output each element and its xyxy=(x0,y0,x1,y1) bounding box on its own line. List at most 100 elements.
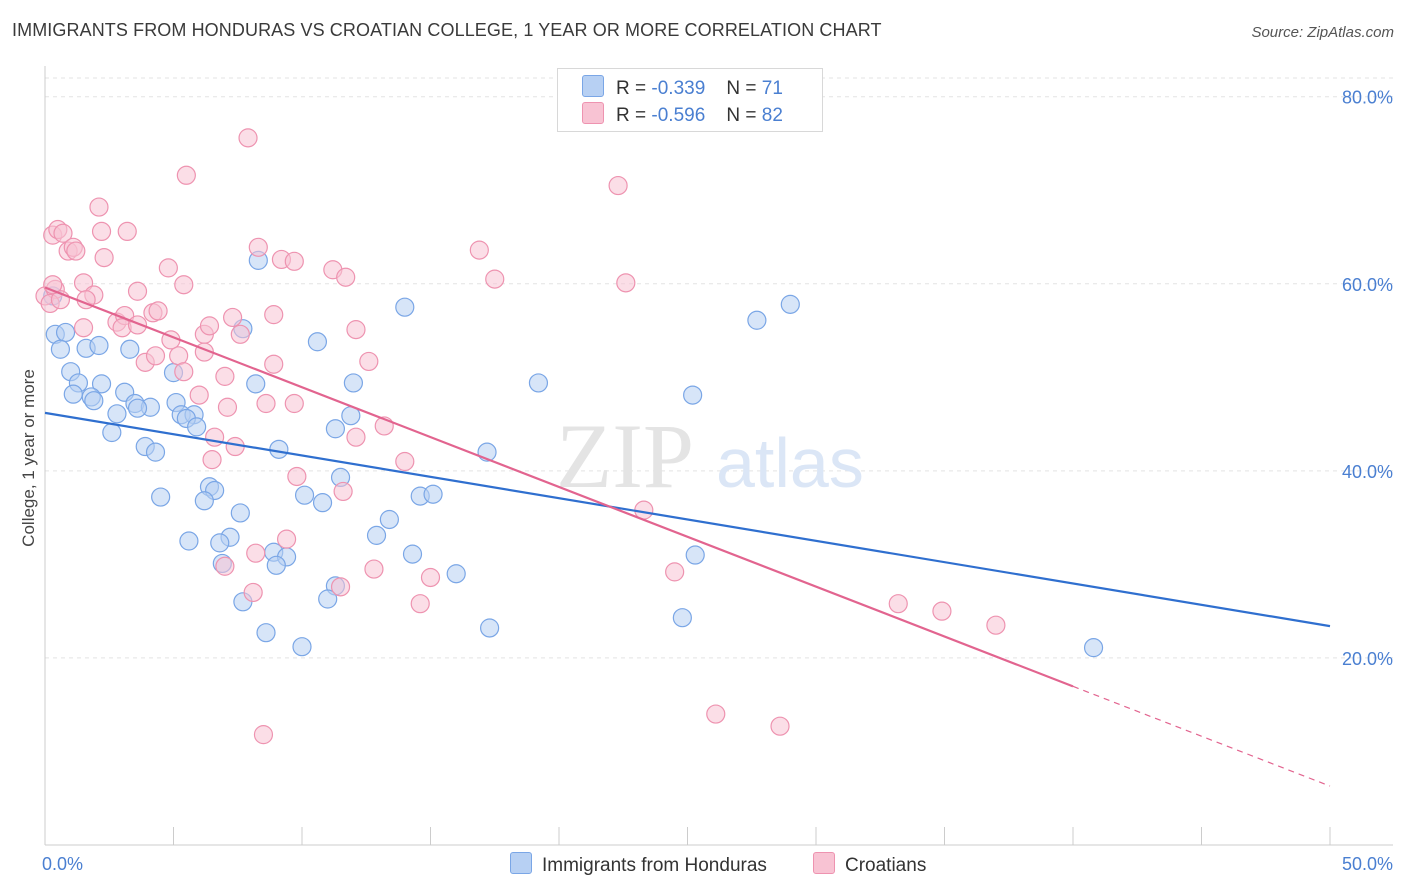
data-point xyxy=(379,509,399,530)
data-point xyxy=(312,493,333,513)
legend-row-croatians: R = -0.596 N = 82 xyxy=(582,102,783,128)
data-point xyxy=(986,615,1006,635)
data-point xyxy=(616,273,636,293)
data-point xyxy=(333,481,353,502)
data-point xyxy=(246,543,266,563)
data-point xyxy=(325,419,346,439)
data-point xyxy=(780,294,800,314)
data-point xyxy=(89,335,109,356)
legend-n-value: 82 xyxy=(761,105,783,126)
data-point xyxy=(151,487,171,507)
data-point xyxy=(199,316,220,336)
data-point xyxy=(346,427,366,447)
gridlines xyxy=(45,77,1393,659)
data-point xyxy=(91,374,112,394)
data-point xyxy=(685,545,705,565)
data-point xyxy=(469,240,489,260)
y-tick-label: 40.0% xyxy=(1342,462,1393,482)
data-point xyxy=(528,373,549,393)
data-point xyxy=(148,301,168,321)
data-point xyxy=(210,533,230,553)
bottom-legend-swatch-croatians xyxy=(813,852,835,874)
data-point xyxy=(683,385,703,405)
data-point xyxy=(264,354,284,374)
data-point xyxy=(294,485,315,505)
data-point xyxy=(127,281,148,301)
data-point xyxy=(215,556,235,576)
legend-swatch-honduras xyxy=(582,75,604,97)
data-point xyxy=(243,582,263,603)
data-point xyxy=(287,466,307,487)
chart-title: IMMIGRANTS FROM HONDURAS VS CROATIAN COL… xyxy=(12,20,882,40)
y-tick-label: 60.0% xyxy=(1342,275,1393,295)
data-point xyxy=(485,269,505,289)
data-point xyxy=(336,267,356,287)
data-point xyxy=(145,346,166,366)
data-point xyxy=(174,362,194,382)
data-point xyxy=(747,310,767,330)
source-label: Source: ZipAtlas.com xyxy=(1251,24,1394,41)
data-point xyxy=(66,241,86,261)
data-point xyxy=(395,451,415,472)
legend-r-value: -0.339 xyxy=(651,78,706,99)
data-point xyxy=(107,404,127,424)
data-point xyxy=(189,385,209,405)
x-tick-label: 0.0% xyxy=(42,854,83,874)
trend-line-croatians-extension xyxy=(1072,685,1331,787)
trend-lines xyxy=(44,286,1331,787)
legend-n-label: N = xyxy=(726,78,757,99)
data-point xyxy=(187,417,207,437)
data-point xyxy=(145,442,166,462)
data-point xyxy=(248,237,268,257)
correlation-legend: R = -0.339 N = 71 R = -0.596 N = 82 xyxy=(557,68,823,132)
bottom-legend-label: Croatians xyxy=(845,855,927,876)
data-point xyxy=(284,393,304,414)
data-point xyxy=(50,339,71,359)
data-point xyxy=(318,589,338,609)
x-tick-label: 50.0% xyxy=(1342,854,1393,874)
data-point xyxy=(205,427,225,447)
data-point xyxy=(770,716,790,736)
data-point xyxy=(410,594,430,614)
data-point xyxy=(215,366,235,386)
data-point xyxy=(194,491,214,511)
data-point xyxy=(63,384,83,404)
data-point xyxy=(446,564,466,584)
data-point xyxy=(84,391,104,411)
data-point xyxy=(402,544,423,564)
data-point xyxy=(246,374,266,394)
axes xyxy=(44,66,1393,846)
data-point xyxy=(89,197,109,217)
legend-n-value: 71 xyxy=(761,78,783,99)
legend-r-label: R = xyxy=(616,78,647,99)
data-point xyxy=(608,175,628,196)
data-point xyxy=(217,397,238,417)
data-point xyxy=(94,247,114,268)
data-point xyxy=(706,704,726,724)
data-point xyxy=(202,450,222,470)
watermark-atlas: atlas xyxy=(716,424,864,502)
data-point xyxy=(307,332,328,352)
watermark-zip: ZIP xyxy=(556,405,694,507)
y-tick-label: 20.0% xyxy=(1342,649,1393,669)
data-point xyxy=(395,297,415,317)
data-point xyxy=(276,529,297,549)
data-point xyxy=(888,594,908,614)
data-point xyxy=(117,221,137,241)
data-point xyxy=(256,623,276,643)
data-point xyxy=(480,618,500,638)
bottom-legend-swatch-honduras xyxy=(510,852,532,874)
data-point xyxy=(127,315,148,335)
bottom-legend-croatians: Croatians xyxy=(813,852,926,877)
y-axis-label: College, 1 year or more xyxy=(19,369,38,547)
data-point xyxy=(665,562,685,582)
data-point xyxy=(73,318,94,338)
legend-r-label: R = xyxy=(616,105,647,126)
data-point xyxy=(269,439,289,459)
data-point xyxy=(266,555,286,575)
bottom-legend-label: Immigrants from Honduras xyxy=(542,855,767,876)
data-point xyxy=(284,251,304,271)
data-point xyxy=(238,128,258,148)
tick-labels: 20.0% 40.0% 60.0% 80.0% 0.0% 50.0% xyxy=(42,88,1393,874)
data-point xyxy=(102,422,122,443)
